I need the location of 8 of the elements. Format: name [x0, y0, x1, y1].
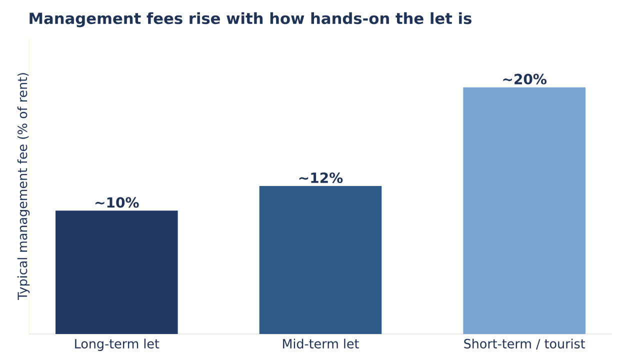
chart-title: Management fees rise with how hands-on the let is — [30, 12, 472, 28]
x-tick-label: Short-term / tourist — [464, 338, 586, 350]
x-tick-label: Mid-term let — [283, 338, 359, 349]
data-label: ~10% — [96, 197, 139, 208]
data-label: ~20% — [503, 74, 547, 84]
data-label: ~12% — [299, 172, 343, 184]
y-axis-title: Typical management fee (% of rent) — [17, 73, 30, 300]
x-tick-label: Long-term let — [75, 338, 160, 351]
